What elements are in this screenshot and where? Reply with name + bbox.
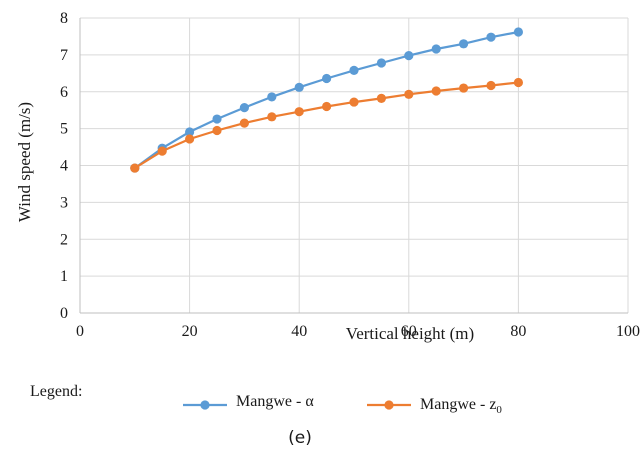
data-point	[294, 82, 304, 92]
x-tick-label: 60	[401, 323, 417, 340]
data-point	[239, 118, 249, 128]
data-point	[513, 77, 524, 88]
axes	[79, 18, 628, 314]
y-tick-label: 8	[60, 10, 68, 27]
grid	[80, 17, 629, 313]
data-point	[294, 107, 304, 117]
series-line-1	[134, 30, 519, 169]
data-point	[376, 93, 386, 103]
legend: Legend: Mangwe - α Mangwe - z0	[30, 383, 502, 416]
data-point	[185, 127, 195, 137]
y-tick-label: 6	[60, 84, 68, 101]
y-tick-label: 4	[60, 158, 68, 175]
x-tick-label: 100	[616, 323, 640, 340]
data-point	[459, 83, 469, 93]
legend-marker	[384, 400, 394, 410]
figure-caption: (e)	[288, 428, 312, 448]
y-tick-label: 3	[60, 194, 68, 211]
data-point	[459, 39, 469, 49]
x-tick-label: 0	[76, 323, 84, 340]
data-point	[322, 101, 332, 112]
y-tick-label: 2	[60, 231, 68, 248]
data-point	[431, 44, 441, 54]
x-tick-label: 20	[182, 323, 198, 340]
x-tick-label: 80	[510, 323, 526, 340]
data-point	[322, 73, 332, 84]
legend-marker	[200, 400, 210, 410]
data-point	[130, 163, 140, 173]
data-point	[404, 51, 414, 61]
data-point	[267, 112, 277, 122]
data-point	[185, 134, 195, 144]
data-point	[212, 114, 222, 124]
data-point	[239, 103, 249, 113]
series-line-2	[134, 81, 519, 170]
data-point	[404, 89, 414, 99]
data-point	[349, 65, 359, 75]
data-point	[212, 125, 222, 136]
data-point	[513, 27, 524, 37]
legend-title: Legend:	[30, 383, 82, 400]
data-point	[376, 58, 386, 68]
data-point	[486, 80, 496, 91]
data-point	[157, 146, 167, 156]
y-axis-title: Wind speed (m/s)	[15, 102, 34, 222]
series-group	[130, 27, 524, 173]
y-tick-label: 1	[60, 268, 68, 285]
x-tick-label: 40	[291, 323, 307, 340]
data-point	[267, 92, 277, 102]
legend-label-2: Mangwe - z0	[420, 396, 502, 416]
data-point	[431, 86, 441, 96]
legend-label-1: Mangwe - α	[236, 393, 314, 410]
y-tick-label: 0	[60, 305, 68, 322]
y-tick-label: 7	[60, 47, 68, 64]
x-axis-title: Vertical height (m)	[346, 324, 474, 343]
data-point	[349, 97, 359, 107]
y-tick-label: 5	[60, 121, 68, 138]
data-point	[486, 32, 496, 42]
